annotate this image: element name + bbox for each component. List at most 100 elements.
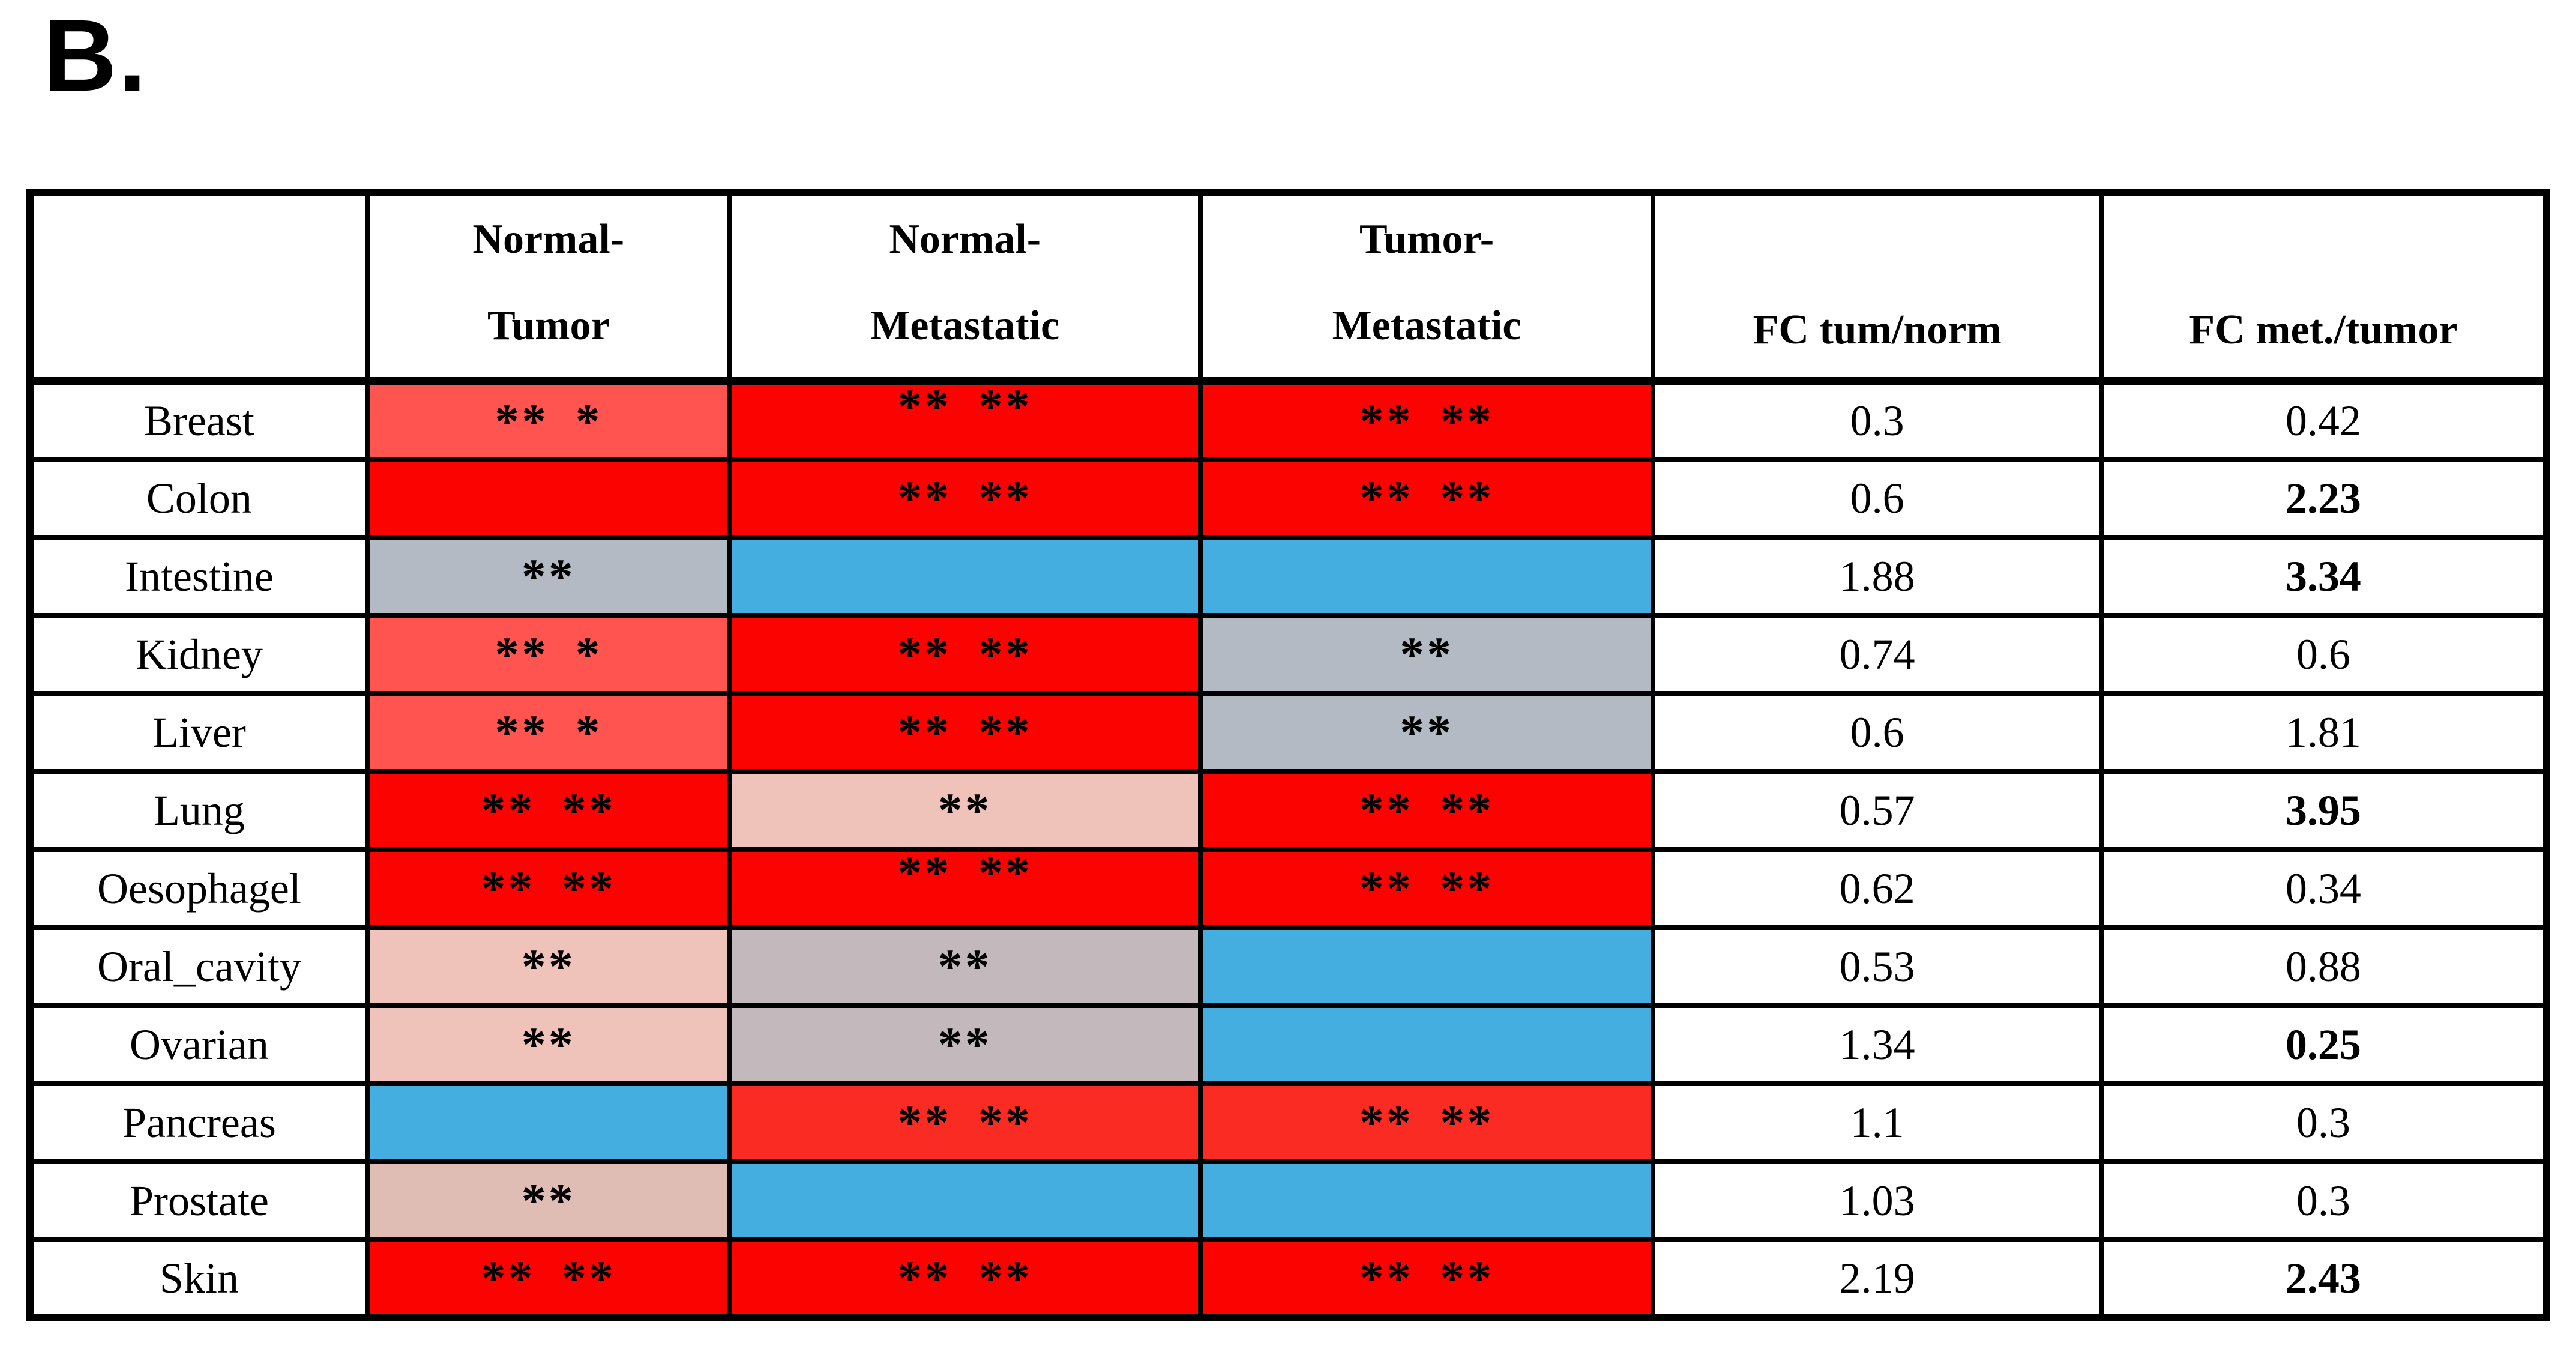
tissue-label: Breast (28, 379, 370, 462)
fc-tum-norm-value: 0.6 (1651, 691, 2104, 774)
normal-metastatic-cell: ** ** (727, 379, 1203, 462)
tumor-metastatic-cell: ** ** (1197, 1081, 1656, 1164)
tumor-metastatic-cell: ** ** (1197, 379, 1656, 462)
header-tumor-metastatic-line1: Tumor- (1359, 216, 1494, 262)
tissue-label: Ovarian (28, 1003, 370, 1086)
table-body: Breast ** * ** ** ** ** 0.3 0.42 Colon ** ** ** … (28, 379, 2550, 1320)
fc-tum-norm-value: 0.62 (1651, 847, 2104, 930)
tissue-label: Oesophagel (28, 847, 370, 930)
fc-tum-norm-value: 0.3 (1651, 379, 2104, 462)
fc-met-tumor-value: 2.23 (2098, 457, 2550, 540)
header-normal-metastatic-line1: Normal- (889, 216, 1041, 262)
fc-tum-norm-value: 1.03 (1651, 1159, 2104, 1242)
fc-tum-norm-value: 2.19 (1651, 1237, 2104, 1320)
tumor-metastatic-cell (1197, 535, 1656, 618)
normal-metastatic-cell: ** ** (727, 1081, 1203, 1164)
tumor-metastatic-cell: ** ** (1197, 1237, 1656, 1320)
normal-metastatic-cell: ** (727, 925, 1203, 1008)
table-header-row: Normal- Tumor Normal- Metastatic Tumor- … (28, 190, 2550, 385)
normal-tumor-cell: ** (364, 535, 732, 618)
normal-metastatic-cell: ** ** (727, 457, 1203, 540)
table-row: Kidney ** * ** ** ** 0.74 0.6 (28, 613, 2550, 696)
normal-tumor-cell (364, 1081, 732, 1164)
normal-tumor-cell: ** * (364, 379, 732, 462)
normal-metastatic-cell (727, 1159, 1203, 1242)
header-fc-met-tumor: FC met./tumor (2098, 190, 2550, 385)
normal-tumor-cell: ** (364, 1003, 732, 1086)
normal-tumor-cell: ** * (364, 691, 732, 774)
table-row: Liver ** * ** ** ** 0.6 1.81 (28, 691, 2550, 774)
table-row: Prostate ** 1.03 0.3 (28, 1159, 2550, 1242)
tissue-label: Liver (28, 691, 370, 774)
fc-met-tumor-value: 0.88 (2098, 925, 2550, 1008)
tissue-label: Intestine (28, 535, 370, 618)
normal-metastatic-cell: ** (727, 1003, 1203, 1086)
tissue-label: Oral_cavity (28, 925, 370, 1008)
tumor-metastatic-cell: ** ** (1197, 457, 1656, 540)
header-normal-metastatic: Normal- Metastatic (727, 190, 1203, 385)
normal-metastatic-cell: ** ** (727, 691, 1203, 774)
table-row: Oral_cavity ** ** 0.53 0.88 (28, 925, 2550, 1008)
fc-tum-norm-value: 0.6 (1651, 457, 2104, 540)
fc-met-tumor-value: 0.6 (2098, 613, 2550, 696)
normal-metastatic-cell: ** ** (727, 1237, 1203, 1320)
table-row: Skin ** ** ** ** ** ** 2.19 2.43 (28, 1237, 2550, 1320)
header-normal-metastatic-line2: Metastatic (870, 302, 1060, 349)
normal-metastatic-cell: ** (727, 769, 1203, 852)
normal-metastatic-cell: ** ** (727, 613, 1203, 696)
tissue-label: Lung (28, 769, 370, 852)
fc-met-tumor-value: 0.3 (2098, 1081, 2550, 1164)
normal-tumor-cell: ** ** (364, 1237, 732, 1320)
header-tissue-blank (28, 190, 370, 385)
tumor-metastatic-cell (1197, 1159, 1656, 1242)
fc-met-tumor-value: 3.95 (2098, 769, 2550, 852)
table-row: Colon ** ** ** ** 0.6 2.23 (28, 457, 2550, 540)
tissue-label: Pancreas (28, 1081, 370, 1164)
table-row: Intestine ** 1.88 3.34 (28, 535, 2550, 618)
fc-tum-norm-value: 0.74 (1651, 613, 2104, 696)
table-row: Pancreas ** ** ** ** 1.1 0.3 (28, 1081, 2550, 1164)
header-normal-tumor: Normal- Tumor (364, 190, 732, 385)
normal-metastatic-cell: ** ** (727, 847, 1203, 930)
header-tumor-metastatic-line2: Metastatic (1332, 302, 1521, 349)
header-fc-tum-norm: FC tum/norm (1651, 190, 2104, 385)
fc-met-tumor-value: 0.25 (2098, 1003, 2550, 1086)
fc-tum-norm-value: 1.34 (1651, 1003, 2104, 1086)
tissue-label: Colon (28, 457, 370, 540)
tumor-metastatic-cell: ** ** (1197, 769, 1656, 852)
tumor-metastatic-cell: ** (1197, 613, 1656, 696)
normal-tumor-cell: ** * (364, 613, 732, 696)
tissue-label: Skin (28, 1237, 370, 1320)
normal-tumor-cell: ** (364, 925, 732, 1008)
fc-met-tumor-value: 2.43 (2098, 1237, 2550, 1320)
fc-met-tumor-value: 3.34 (2098, 535, 2550, 618)
fc-tum-norm-value: 0.53 (1651, 925, 2104, 1008)
fc-met-tumor-value: 0.42 (2098, 379, 2550, 462)
normal-metastatic-cell (727, 535, 1203, 618)
table-row: Lung ** ** ** ** ** 0.57 3.95 (28, 769, 2550, 852)
significance-table: Normal- Tumor Normal- Metastatic Tumor- … (26, 189, 2550, 1321)
tumor-metastatic-cell (1197, 1003, 1656, 1086)
tumor-metastatic-cell (1197, 925, 1656, 1008)
tumor-metastatic-cell: ** ** (1197, 847, 1656, 930)
table-row: Oesophagel ** ** ** ** ** ** 0.62 0.34 (28, 847, 2550, 930)
fc-tum-norm-value: 0.57 (1651, 769, 2104, 852)
normal-tumor-cell: ** ** (364, 769, 732, 852)
header-normal-tumor-line1: Normal- (472, 216, 625, 262)
panel-label: B. (43, 0, 148, 113)
tissue-label: Kidney (28, 613, 370, 696)
fc-met-tumor-value: 0.3 (2098, 1159, 2550, 1242)
normal-tumor-cell: ** (364, 1159, 732, 1242)
fc-tum-norm-value: 1.1 (1651, 1081, 2104, 1164)
fc-met-tumor-value: 0.34 (2098, 847, 2550, 930)
table-row: Breast ** * ** ** ** ** 0.3 0.42 (28, 379, 2550, 462)
fc-met-tumor-value: 1.81 (2098, 691, 2550, 774)
normal-tumor-cell (364, 457, 732, 540)
header-normal-tumor-line2: Tumor (487, 302, 610, 349)
table-row: Ovarian ** ** 1.34 0.25 (28, 1003, 2550, 1086)
tissue-label: Prostate (28, 1159, 370, 1242)
fc-tum-norm-value: 1.88 (1651, 535, 2104, 618)
tumor-metastatic-cell: ** (1197, 691, 1656, 774)
normal-tumor-cell: ** ** (364, 847, 732, 930)
